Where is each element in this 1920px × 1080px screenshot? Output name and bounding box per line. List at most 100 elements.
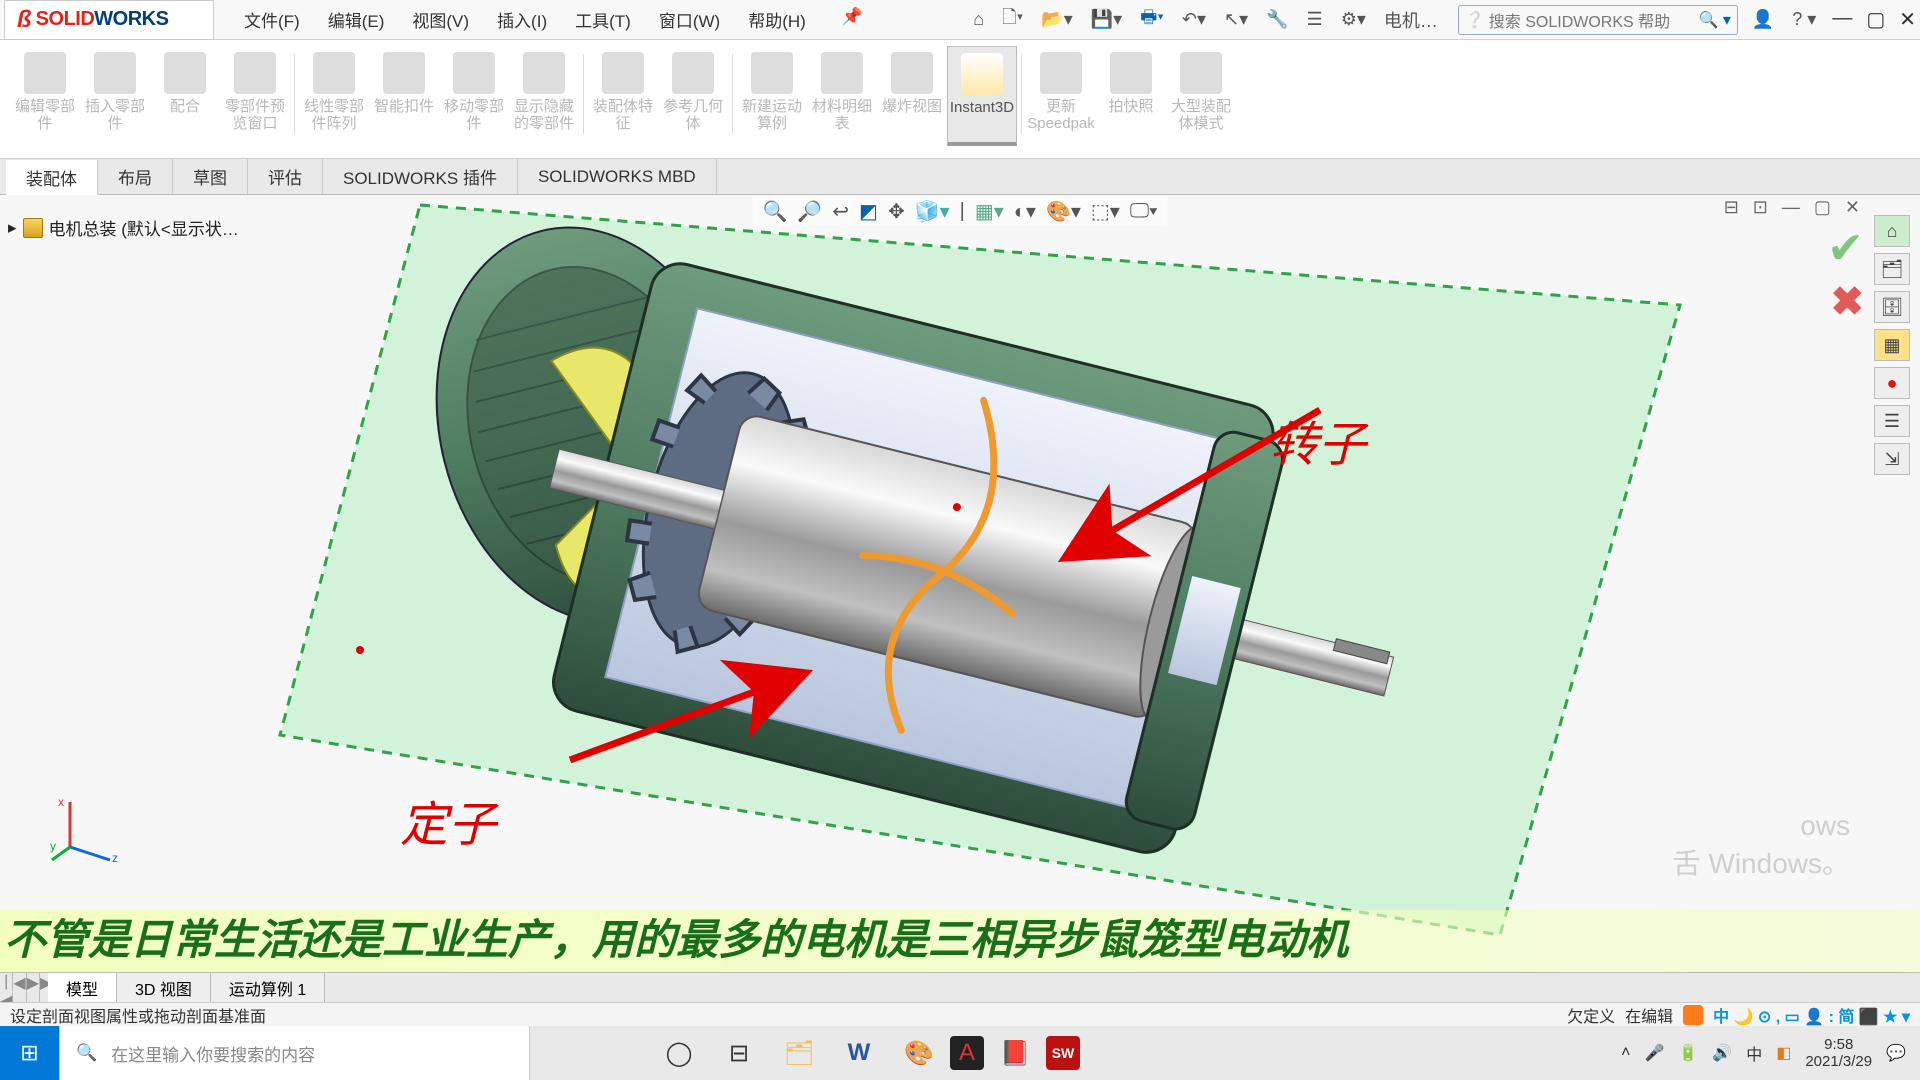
print-icon[interactable]: 🖶▾ bbox=[1136, 5, 1168, 35]
undo-icon[interactable]: ↶▾ bbox=[1178, 9, 1210, 30]
doctab-3dview[interactable]: 3D 视图 bbox=[117, 973, 211, 1002]
quick-access-toolbar: ⌂ 🗋▾ 📂▾ 💾▾ 🖶▾ ↶▾ ↖▾ 🔧 ☰ ⚙▾ 电机… ❔ 搜索 SOLI… bbox=[969, 5, 1820, 35]
view-triad-icon[interactable]: x z y bbox=[50, 792, 120, 862]
ribbon-insert-component[interactable]: 插入零部件 bbox=[80, 46, 150, 146]
settings-icon[interactable]: ⚙▾ bbox=[1337, 9, 1370, 30]
ribbon-instant3d[interactable]: Instant3D bbox=[947, 46, 1017, 146]
tray-mic-icon[interactable]: 🎤 bbox=[1644, 1043, 1664, 1063]
taskbar-search[interactable]: 🔍 在这里输入你要搜索的内容 bbox=[60, 1026, 530, 1080]
menu-bar: ß SOLIDWORKS 文件(F) 编辑(E) 视图(V) 插入(I) 工具(… bbox=[0, 0, 1920, 40]
pin-icon[interactable]: 📌 bbox=[828, 7, 877, 32]
tray-battery-icon[interactable]: 🔋 bbox=[1678, 1043, 1698, 1063]
ribbon-bom[interactable]: 材料明细表 bbox=[807, 46, 877, 146]
graphics-viewport[interactable]: 🔍 🔎 ↩ ◩ ✥ 🧊▾ | ▦▾ ◐▾ 🎨▾ ⬚▾ 🖵▾ ⊟ ⊡ — ▢ ✕ bbox=[0, 195, 1920, 972]
doc-min-icon[interactable]: ⊟ bbox=[1724, 197, 1739, 218]
ribbon-mate[interactable]: 配合 bbox=[150, 46, 220, 146]
taskpane-forum-icon[interactable]: ⇲ bbox=[1874, 443, 1910, 475]
doc-restore-icon[interactable]: ⊡ bbox=[1753, 197, 1768, 218]
tab-evaluate[interactable]: 评估 bbox=[248, 159, 323, 194]
tab-sketch[interactable]: 草图 bbox=[173, 159, 248, 194]
open-icon[interactable]: 📂▾ bbox=[1037, 9, 1076, 30]
select-icon[interactable]: ↖▾ bbox=[1220, 9, 1252, 30]
doctab-motion1[interactable]: 运动算例 1 bbox=[211, 973, 325, 1002]
ribbon-move-component[interactable]: 移动零部件 bbox=[439, 46, 509, 146]
autocad-icon[interactable]: A bbox=[950, 1036, 984, 1070]
user-icon[interactable]: 👤 bbox=[1748, 9, 1778, 30]
ribbon-ref-geometry[interactable]: 参考几何体 bbox=[658, 46, 728, 146]
rebuild-icon[interactable]: 🔧 bbox=[1262, 9, 1292, 30]
close-icon[interactable]: ✕ bbox=[1899, 7, 1916, 32]
ds-logo-icon: ß bbox=[17, 6, 32, 34]
taskpane-appearances-icon[interactable]: ● bbox=[1874, 367, 1910, 399]
feature-tree[interactable]: ▸ 电机总装 (默认<显示状… bbox=[8, 215, 239, 240]
cortana-icon[interactable]: ⊟ bbox=[710, 1026, 768, 1080]
paint-icon[interactable]: 🎨 bbox=[890, 1026, 948, 1080]
options-list-icon[interactable]: ☰ bbox=[1303, 9, 1327, 30]
tray-notifications-icon[interactable]: 💬 bbox=[1886, 1043, 1906, 1063]
ribbon-edit-component[interactable]: 编辑零部件 bbox=[10, 46, 80, 146]
search-go-icon[interactable]: 🔍 ▾ bbox=[1698, 10, 1730, 30]
menu-help[interactable]: 帮助(H) bbox=[734, 7, 820, 32]
taskpane-custom-props-icon[interactable]: ☰ bbox=[1874, 405, 1910, 437]
tray-clock[interactable]: 9:582021/3/29 bbox=[1805, 1036, 1872, 1071]
ribbon-exploded-view[interactable]: 爆炸视图 bbox=[877, 46, 947, 146]
ribbon-smart-fastener[interactable]: 智能扣件 bbox=[369, 46, 439, 146]
confirm-icon[interactable]: ✔ bbox=[1827, 223, 1864, 274]
ribbon-snapshot[interactable]: 拍快照 bbox=[1096, 46, 1166, 146]
doc-cascade-icon[interactable]: ▢ bbox=[1814, 197, 1831, 218]
menu-view[interactable]: 视图(V) bbox=[398, 7, 483, 32]
ribbon-update-speedpak[interactable]: 更新 Speedpak bbox=[1026, 46, 1096, 146]
restore-icon[interactable]: ▢ bbox=[1866, 7, 1885, 32]
new-icon[interactable]: 🗋▾ bbox=[998, 5, 1027, 35]
help-icon[interactable]: ? ▾ bbox=[1788, 9, 1820, 30]
statusbar: 设定剖面视图属性或拖动剖面基准面 欠定义 在编辑 中 🌙 ⊙ , ▭ 👤 : 简… bbox=[0, 1002, 1920, 1026]
home-icon[interactable]: ⌂ bbox=[969, 9, 988, 30]
doctab-next-icon[interactable]: ▶ bbox=[27, 973, 40, 1002]
tray-overflow-icon[interactable]: ˄ bbox=[1621, 1044, 1630, 1062]
ribbon-linear-pattern[interactable]: 线性零部件阵列 bbox=[299, 46, 369, 146]
pdf-icon[interactable]: 📕 bbox=[986, 1026, 1044, 1080]
save-icon[interactable]: 💾▾ bbox=[1087, 9, 1126, 30]
doctab-first-icon[interactable]: |◀ bbox=[0, 973, 13, 1002]
doc-close-icon[interactable]: ✕ bbox=[1845, 197, 1860, 218]
status-app-icon[interactable] bbox=[1683, 1005, 1703, 1025]
ribbon-assembly-feature[interactable]: 装配体特征 bbox=[588, 46, 658, 146]
ribbon-new-motion[interactable]: 新建运动算例 bbox=[737, 46, 807, 146]
menu-window[interactable]: 窗口(W) bbox=[645, 7, 734, 32]
word-icon[interactable]: W bbox=[830, 1026, 888, 1080]
menu-edit[interactable]: 编辑(E) bbox=[314, 7, 399, 32]
tray-security-icon[interactable]: ◧ bbox=[1776, 1043, 1791, 1063]
tray-volume-icon[interactable]: 🔊 bbox=[1712, 1043, 1732, 1063]
tab-mbd[interactable]: SOLIDWORKS MBD bbox=[518, 159, 717, 194]
tab-assembly[interactable]: 装配体 bbox=[6, 160, 98, 195]
solidworks-taskbar-icon[interactable]: SW bbox=[1046, 1036, 1080, 1070]
taskpane-resources-icon[interactable]: 🗂 bbox=[1874, 253, 1910, 285]
doctab-model[interactable]: 模型 bbox=[48, 973, 117, 1002]
doc-max-icon[interactable]: — bbox=[1782, 197, 1800, 218]
start-button[interactable]: ⊞ bbox=[0, 1026, 60, 1080]
taskbar-apps: ◯ ⊟ 🗂 W 🎨 A 📕 SW bbox=[650, 1026, 1080, 1080]
explorer-icon[interactable]: 🗂 bbox=[770, 1026, 828, 1080]
tree-expand-icon[interactable]: ▸ bbox=[8, 218, 17, 238]
minimize-icon[interactable]: — bbox=[1832, 7, 1852, 32]
menu-tools[interactable]: 工具(T) bbox=[561, 7, 645, 32]
menu-insert[interactable]: 插入(I) bbox=[483, 7, 561, 32]
status-ime[interactable]: 中 🌙 ⊙ , ▭ 👤 : 简 ⬛ ★ ▾ bbox=[1713, 1003, 1910, 1027]
ribbon-large-assembly[interactable]: 大型装配体模式 bbox=[1166, 46, 1236, 146]
help-search[interactable]: ❔ 搜索 SOLIDWORKS 帮助 🔍 ▾ bbox=[1458, 5, 1738, 35]
taskpane-library-icon[interactable]: 🗄 bbox=[1874, 291, 1910, 323]
taskpane-view-palette-icon[interactable]: ▦ bbox=[1874, 329, 1910, 361]
doc-name: 电机… bbox=[1380, 7, 1442, 33]
window-buttons: — ▢ ✕ bbox=[1832, 7, 1916, 32]
taskpane-home-icon[interactable]: ⌂ bbox=[1874, 215, 1910, 247]
tab-layout[interactable]: 布局 bbox=[98, 159, 173, 194]
tray-ime-icon[interactable]: 中 bbox=[1746, 1041, 1762, 1065]
taskview-icon[interactable]: ◯ bbox=[650, 1026, 708, 1080]
ribbon-show-hidden[interactable]: 显示隐藏的零部件 bbox=[509, 46, 579, 146]
ribbon-preview-window[interactable]: 零部件预览窗口 bbox=[220, 46, 290, 146]
doctab-prev-icon[interactable]: ◀ bbox=[13, 973, 26, 1002]
menu-file[interactable]: 文件(F) bbox=[230, 7, 314, 32]
svg-text:x: x bbox=[58, 795, 64, 809]
cancel-icon[interactable]: ✖ bbox=[1830, 279, 1864, 325]
tab-addins[interactable]: SOLIDWORKS 插件 bbox=[323, 159, 518, 194]
